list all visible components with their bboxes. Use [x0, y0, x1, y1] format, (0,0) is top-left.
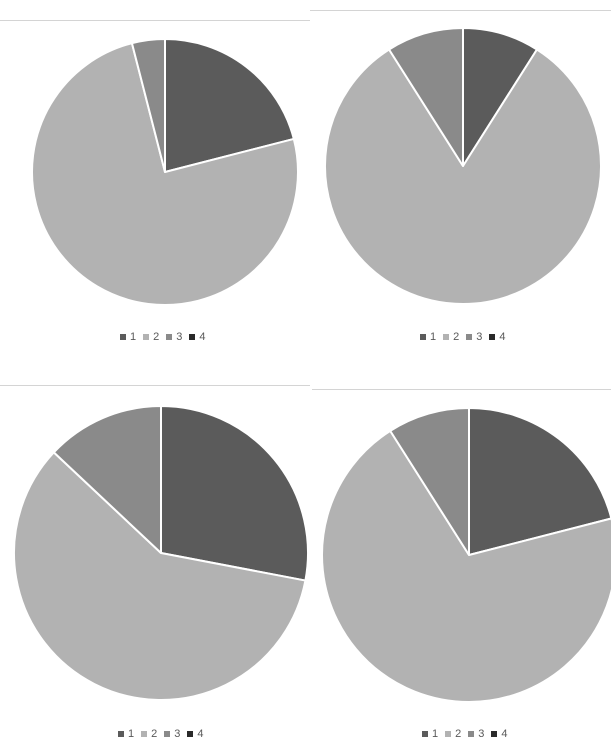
pie-slice-3: [388, 27, 464, 167]
legend-swatch: [164, 731, 171, 737]
legend-swatch: [189, 334, 196, 340]
legend-swatch: [489, 334, 496, 340]
pie-slice-2: [31, 42, 299, 306]
legend-label: 1: [128, 728, 135, 740]
legend-swatch: [120, 334, 126, 340]
legend-swatch: [118, 731, 124, 737]
legend-item-4: 4: [491, 728, 508, 740]
legend-swatch: [141, 731, 148, 737]
legend-swatch: [443, 334, 450, 340]
panel-top-rule: [312, 389, 611, 390]
pie-slice-2: [324, 48, 602, 305]
legend-item-2: 2: [443, 331, 459, 343]
legend-swatch: [468, 731, 475, 737]
legend-swatch: [187, 731, 194, 737]
legend-item-1: 1: [120, 331, 136, 343]
legend-item-4: 4: [187, 728, 204, 740]
pie-slice-1: [160, 405, 309, 582]
legend-label: 3: [174, 728, 181, 740]
legend-label: 1: [432, 728, 439, 740]
pie-slice-3: [389, 407, 470, 556]
pie-chart-1: [31, 38, 299, 306]
pie-chart-4: [321, 407, 611, 703]
legend-item-1: 1: [422, 728, 438, 740]
legend-swatch: [166, 334, 173, 340]
chart-legend: 1 2 3 4: [422, 728, 515, 740]
legend-swatch: [422, 731, 428, 737]
legend-item-3: 3: [164, 728, 180, 740]
legend-item-3: 3: [468, 728, 484, 740]
pie-slice-1: [468, 407, 611, 556]
pie-slice-2: [321, 429, 611, 703]
legend-label: 2: [453, 331, 460, 343]
legend-swatch: [466, 334, 473, 340]
legend-label: 2: [151, 728, 158, 740]
legend-swatch: [143, 334, 150, 340]
legend-label: 4: [199, 331, 206, 343]
chart-legend: 1 2 3 4: [420, 331, 513, 343]
legend-item-3: 3: [466, 331, 482, 343]
legend-item-1: 1: [420, 331, 436, 343]
legend-label: 4: [501, 728, 508, 740]
pie-slice-3: [52, 405, 162, 554]
legend-item-2: 2: [141, 728, 157, 740]
pie-slice-2: [13, 451, 307, 701]
pie-chart-3: [13, 405, 309, 701]
pie-slice-3: [130, 38, 166, 173]
panel-top-rule: [310, 10, 611, 11]
legend-label: 2: [455, 728, 462, 740]
legend-label: 3: [176, 331, 183, 343]
legend-label: 3: [478, 728, 485, 740]
legend-item-3: 3: [166, 331, 182, 343]
pie-chart-2: [324, 27, 602, 305]
panel-top-rule: [0, 20, 310, 21]
panel-top-rule: [0, 385, 310, 386]
legend-label: 3: [476, 331, 483, 343]
legend-label: 2: [153, 331, 160, 343]
legend-swatch: [445, 731, 452, 737]
legend-swatch: [420, 334, 426, 340]
pie-slice-1: [164, 38, 295, 173]
legend-item-1: 1: [118, 728, 134, 740]
chart-legend: 1 2 3 4: [118, 728, 211, 740]
legend-swatch: [491, 731, 498, 737]
legend-item-4: 4: [489, 331, 506, 343]
legend-label: 1: [430, 331, 437, 343]
legend-item-2: 2: [143, 331, 159, 343]
legend-label: 4: [499, 331, 506, 343]
legend-item-2: 2: [445, 728, 461, 740]
legend-label: 4: [197, 728, 204, 740]
legend-item-4: 4: [189, 331, 206, 343]
legend-label: 1: [130, 331, 137, 343]
chart-legend: 1 2 3 4: [120, 331, 213, 343]
